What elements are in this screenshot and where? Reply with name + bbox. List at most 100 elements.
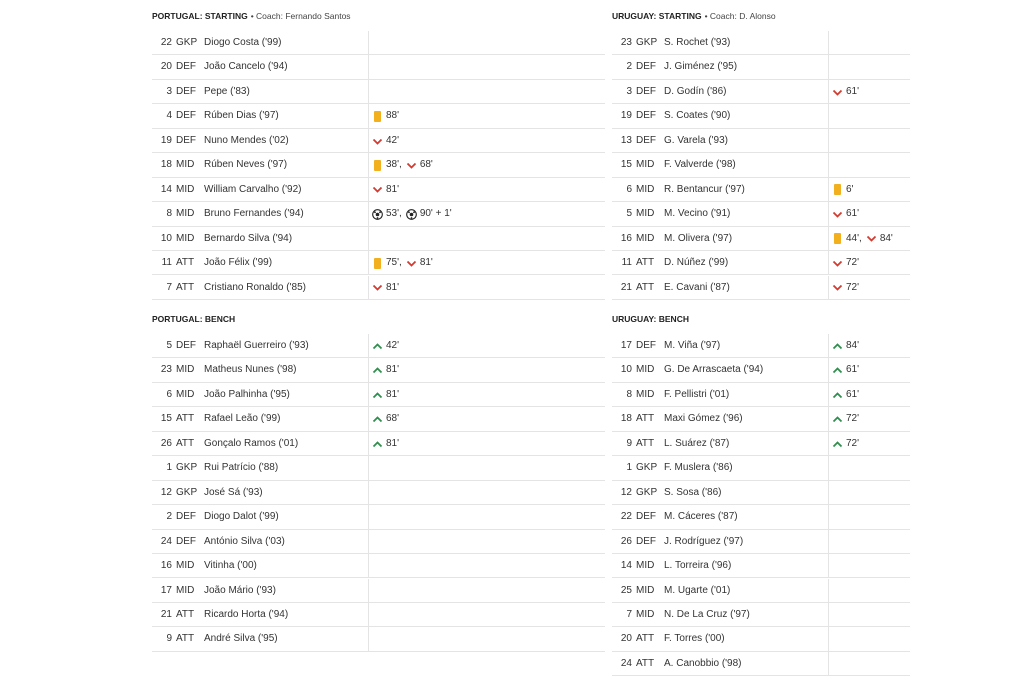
- column-divider: [828, 529, 829, 554]
- shirt-number: 26: [620, 535, 632, 547]
- player-name: F. Pellistri ('01): [664, 388, 730, 400]
- column-divider: [368, 251, 369, 275]
- event: 6': [832, 178, 853, 202]
- column-divider: [828, 578, 829, 602]
- player-name: R. Bentancur ('97): [664, 183, 745, 195]
- shirt-number: 19: [160, 134, 172, 146]
- column-divider: [828, 505, 829, 529]
- position: ATT: [176, 608, 195, 620]
- position: ATT: [176, 413, 195, 425]
- player-row: 12 GKP S. Sosa ('86): [612, 480, 910, 506]
- events: 81': [372, 383, 403, 407]
- column-divider: [828, 177, 829, 202]
- position: ATT: [636, 281, 655, 293]
- event-minute: 72': [846, 437, 860, 449]
- heading-text: URUGUAY: STARTING: [612, 11, 702, 21]
- player-name: S. Sosa ('86): [664, 486, 722, 498]
- player-row: 2 DEF J. Giménez ('95): [612, 55, 910, 80]
- player-name: Bernardo Silva ('94): [204, 232, 293, 244]
- position: DEF: [176, 61, 196, 73]
- icon-sub-on: [832, 367, 843, 374]
- position: MID: [176, 364, 195, 376]
- column-divider: [828, 153, 829, 177]
- icon-yellow: [834, 184, 841, 196]
- column-divider: [828, 554, 829, 578]
- shirt-number: 11: [621, 257, 632, 269]
- position: ATT: [636, 437, 655, 449]
- player-row: 10 MID Bernardo Silva ('94): [152, 226, 605, 252]
- event: 81': [372, 383, 399, 407]
- column-divider: [828, 226, 829, 251]
- player-row: 15 MID F. Valverde ('98): [612, 153, 910, 178]
- position: MID: [636, 208, 655, 220]
- position: MID: [636, 608, 655, 620]
- event: 44',: [832, 227, 862, 251]
- shirt-number: 15: [620, 159, 632, 171]
- shirt-number: 24: [160, 535, 172, 547]
- position: GKP: [636, 462, 658, 474]
- icon-sub-off: [372, 138, 383, 145]
- position: GKP: [176, 486, 198, 498]
- column-divider: [368, 79, 369, 104]
- column-divider: [828, 382, 829, 407]
- shirt-number: 16: [620, 232, 632, 244]
- player-row: 1 GKP Rui Patrício ('88): [152, 456, 605, 481]
- column-divider: [828, 358, 829, 382]
- column-divider: [828, 104, 829, 128]
- event: 38',: [372, 153, 402, 177]
- position: DEF: [636, 110, 656, 122]
- event-minute: 81': [386, 281, 400, 293]
- event-minute: 72': [846, 257, 860, 269]
- column-divider: [368, 407, 369, 431]
- player-row: 26 ATT Gonçalo Ramos ('01) 81': [152, 431, 605, 457]
- player-name: Raphaël Guerreiro ('93): [204, 340, 309, 351]
- events: 42': [372, 334, 403, 358]
- events: 81': [372, 432, 403, 456]
- player-row: 8 MID Bruno Fernandes ('94) 53', 90' + 1': [152, 202, 605, 227]
- shirt-number: 14: [620, 560, 632, 572]
- event-minute: 68': [386, 413, 400, 425]
- icon-yellow: [374, 257, 381, 269]
- player-row: 26 DEF J. Rodríguez ('97): [612, 529, 910, 555]
- event-minute: 61': [846, 208, 860, 220]
- player-row: 18 ATT Maxi Gómez ('96) 72': [612, 407, 910, 432]
- player-row: 5 DEF Raphaël Guerreiro ('93) 42': [152, 334, 605, 359]
- player-name: João Cancelo ('94): [204, 61, 288, 73]
- event-minute: 81': [386, 388, 400, 400]
- column-divider: [828, 480, 829, 505]
- player-row: 9 ATT L. Suárez ('87) 72': [612, 431, 910, 457]
- player-row: 2 DEF Diogo Dalot ('99): [152, 505, 605, 530]
- shirt-number: 22: [620, 511, 632, 523]
- event-minute: 68': [419, 159, 433, 171]
- event-minute: 61': [846, 364, 860, 376]
- icon-yellow: [834, 233, 841, 245]
- shirt-number: 24: [620, 657, 632, 669]
- icon-sub-on: [832, 342, 843, 349]
- player-name: Diogo Costa ('99): [204, 37, 282, 48]
- player-row: 14 MID William Carvalho ('92) 81': [152, 177, 605, 203]
- player-name: João Palhinha ('95): [204, 388, 290, 400]
- player-name: Pepe ('83): [204, 85, 250, 97]
- player-row: 5 MID M. Vecino ('91) 61': [612, 202, 910, 227]
- icon-goal: [405, 209, 417, 220]
- event-minute: 72': [846, 413, 860, 425]
- icon-goal: [372, 209, 383, 220]
- player-name: L. Torreira ('96): [664, 560, 732, 572]
- player-row: 23 MID Matheus Nunes ('98) 81': [152, 358, 605, 383]
- column-divider: [368, 456, 369, 480]
- column-divider: [368, 602, 369, 627]
- event: 72': [832, 276, 859, 300]
- player-row: 7 ATT Cristiano Ronaldo ('85) 81': [152, 275, 605, 300]
- section-heading: PORTUGAL: STARTING • Coach: Fernando Sant…: [152, 9, 351, 23]
- events: 81': [372, 276, 403, 300]
- shirt-number: 17: [160, 584, 172, 596]
- player-row: 6 MID João Palhinha ('95) 81': [152, 382, 605, 408]
- events: 88': [372, 104, 403, 128]
- icon-sub-on: [832, 391, 843, 398]
- player-row: 20 DEF João Cancelo ('94): [152, 55, 605, 80]
- events: 68': [372, 407, 403, 431]
- player-name: William Carvalho ('92): [204, 183, 302, 195]
- event-minute: 81': [419, 257, 433, 269]
- heading-text: PORTUGAL: STARTING: [152, 11, 248, 21]
